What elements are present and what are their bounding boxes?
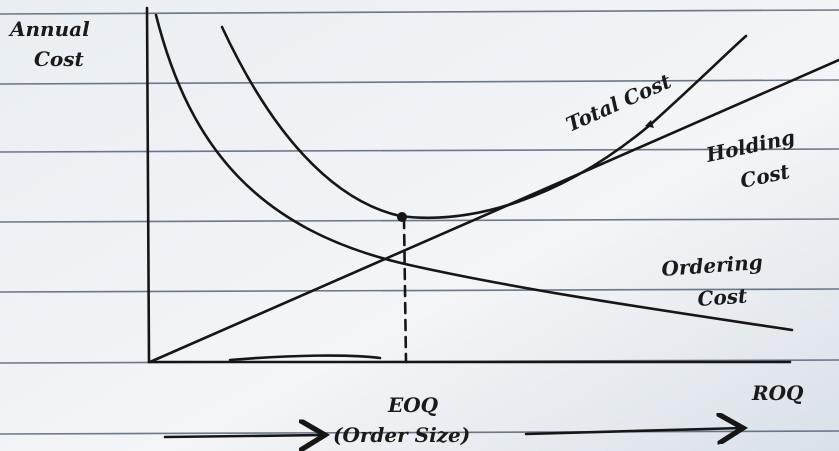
diagram: Annual Cost Total Cost Holding Cost Orde…	[0, 0, 839, 451]
y-axis-label: Annual	[8, 17, 90, 41]
y-axis-label: Cost	[34, 47, 85, 71]
roq-label: ROQ	[751, 381, 804, 405]
eoq-point	[397, 212, 407, 222]
order-size-label: (Order Size)	[333, 423, 470, 447]
page: {"labels": {"y_axis": ["Annual", "Cost"]…	[0, 0, 839, 451]
eoq-label: EOQ	[387, 393, 439, 417]
ordering-cost-label: Cost	[697, 284, 749, 311]
